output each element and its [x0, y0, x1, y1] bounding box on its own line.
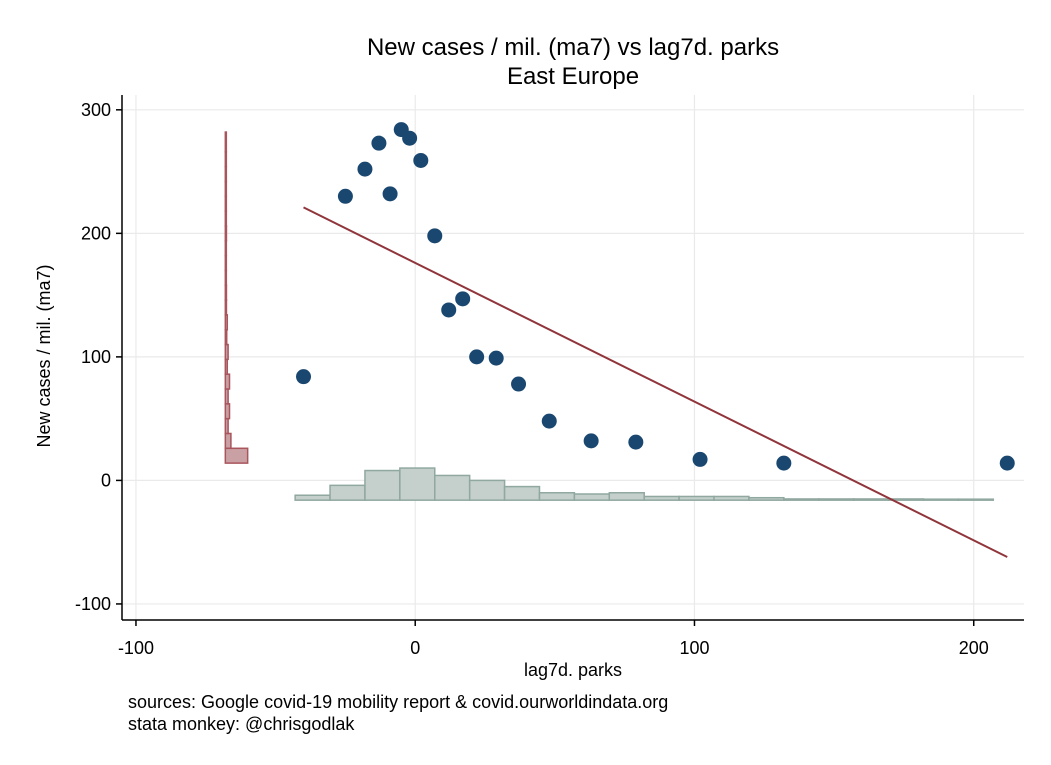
source-note: sources: Google covid-19 mobility report… [128, 692, 668, 712]
x-histogram-bar [503, 485, 541, 501]
y-histogram-bar [224, 210, 228, 227]
y-histogram-bar [224, 403, 231, 420]
x-histogram-bar [817, 498, 855, 501]
y-histogram-bar [224, 358, 229, 375]
y-marginal-histogram [224, 131, 249, 464]
y-histogram-bar [224, 254, 228, 272]
y-tick-label: 300 [81, 100, 111, 120]
x-histogram-bar [538, 492, 576, 501]
scatter-point [427, 228, 443, 244]
scatter-point [357, 161, 373, 177]
y-histogram-bar [224, 343, 229, 361]
x-histogram-bar [643, 495, 680, 501]
x-histogram-bar [852, 498, 890, 501]
x-histogram-bar [468, 479, 506, 501]
y-histogram-bar [224, 180, 228, 198]
scatter-point [511, 376, 527, 392]
x-histogram-bar [922, 498, 960, 501]
x-tick-label: 200 [959, 638, 989, 658]
y-histogram-bar [224, 225, 228, 242]
y-histogram-bar [224, 314, 229, 331]
y-histogram-bar [224, 417, 229, 435]
scatter-point [628, 434, 644, 450]
y-histogram-bar [224, 240, 228, 257]
x-histogram-bar [364, 469, 401, 501]
y-axis-title: New cases / mil. (ma7) [34, 264, 54, 447]
scatter-point [382, 186, 398, 202]
chart-title: New cases / mil. (ma7) vs lag7d. parks [367, 34, 779, 61]
x-histogram-bar [608, 492, 645, 501]
y-histogram-bar [224, 299, 228, 316]
fit-line [303, 206, 1008, 558]
y-tick-label: 200 [81, 223, 111, 243]
x-histogram-bar [678, 495, 715, 501]
x-histogram-bar [573, 493, 611, 501]
axes: -100 0 100 200 300 -100 0 100 200 [75, 95, 1024, 658]
scatter-point [541, 413, 557, 429]
scatter-point [583, 433, 599, 449]
y-histogram-bar [224, 165, 228, 183]
x-histogram-bar [399, 467, 436, 501]
scatter-point [296, 369, 312, 385]
scatter-point [488, 350, 504, 366]
x-histogram-bar [329, 484, 366, 501]
y-histogram-bar [224, 447, 249, 464]
scatter-point [441, 302, 457, 318]
x-histogram-bar [748, 496, 785, 501]
y-histogram-bar [224, 432, 232, 450]
y-histogram-bar [224, 195, 228, 212]
scatter-point [469, 349, 485, 365]
x-marginal-histogram [294, 467, 995, 501]
scatter-point [999, 455, 1015, 471]
chart-subtitle: East Europe [507, 63, 639, 90]
y-histogram-bar [224, 388, 229, 405]
x-histogram-bar [783, 498, 820, 501]
scatter-point [337, 188, 353, 204]
x-histogram-bar [434, 474, 471, 501]
scatter-point [692, 451, 708, 467]
x-axis-title: lag7d. parks [524, 660, 622, 680]
scatter-point [776, 455, 792, 471]
scatter-point [371, 135, 387, 151]
y-histogram-bar [224, 131, 228, 153]
author-note: stata monkey: @chrisgodlak [128, 714, 355, 734]
y-histogram-bar [224, 269, 228, 286]
y-tick-label: -100 [75, 594, 111, 614]
scatter-point [455, 291, 471, 307]
x-histogram-bar [713, 495, 750, 501]
y-histogram-bar [224, 284, 228, 301]
x-histogram-bar [957, 498, 995, 501]
y-tick-label: 0 [101, 470, 111, 490]
x-tick-label: -100 [118, 638, 154, 658]
scatter-points [296, 122, 1015, 471]
y-histogram-bar [224, 151, 228, 168]
x-tick-label: 0 [410, 638, 420, 658]
y-histogram-bar [224, 373, 231, 390]
y-histogram-bar [224, 328, 228, 346]
scatter-point [402, 130, 418, 146]
fit-line-group [303, 206, 1008, 558]
gridlines [122, 95, 1024, 620]
x-histogram-bar [294, 494, 331, 501]
x-tick-label: 100 [679, 638, 709, 658]
scatter-point [413, 152, 429, 168]
y-tick-label: 100 [81, 347, 111, 367]
